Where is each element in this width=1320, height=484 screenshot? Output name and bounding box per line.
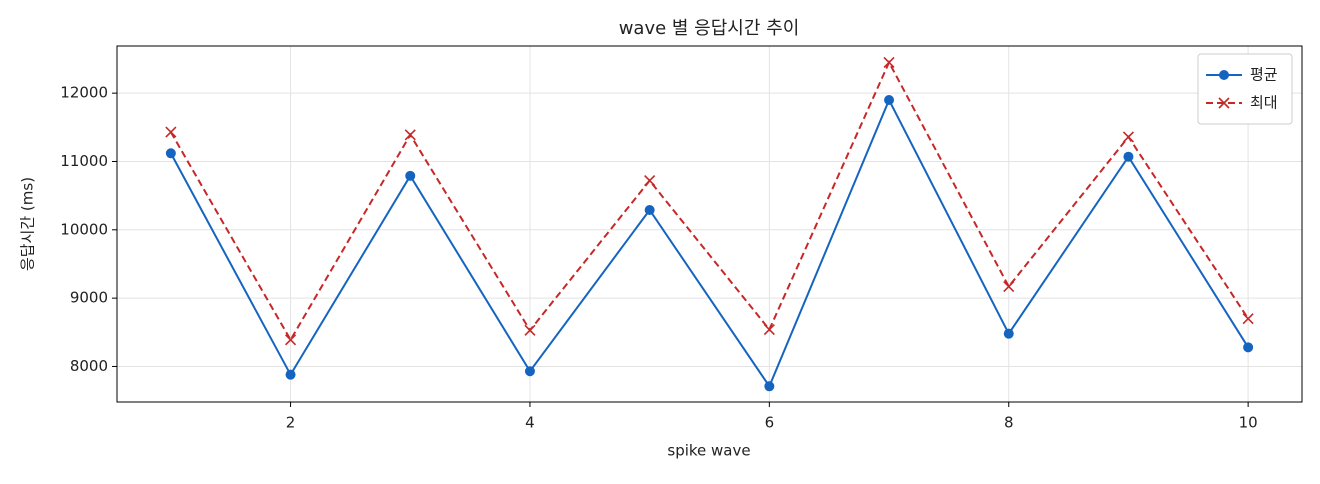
x-tick-label: 8 xyxy=(1004,414,1014,432)
legend-label: 최대 xyxy=(1250,94,1278,112)
marker xyxy=(764,381,775,392)
legend-marker xyxy=(1219,70,1229,80)
y-tick-label: 12000 xyxy=(60,84,108,102)
marker xyxy=(1123,151,1134,162)
marker xyxy=(884,94,895,105)
y-tick-label: 11000 xyxy=(60,152,108,170)
marker xyxy=(1003,328,1014,339)
marker xyxy=(165,148,176,159)
legend-box xyxy=(1197,53,1293,125)
marker xyxy=(405,170,416,181)
y-tick-label: 8000 xyxy=(70,357,108,375)
marker xyxy=(165,126,177,138)
x-axis-label: spike wave xyxy=(667,442,750,460)
marker xyxy=(1242,313,1254,325)
series-line xyxy=(169,97,1249,389)
x-tick-label: 10 xyxy=(1239,414,1258,432)
y-axis-label: 응답시간 (ms) xyxy=(19,177,37,271)
x-tick-label: 2 xyxy=(286,414,296,432)
marker xyxy=(284,334,297,346)
marker xyxy=(644,204,655,215)
x-tick-label: 4 xyxy=(525,414,535,432)
legend-label: 평균 xyxy=(1250,66,1278,84)
marker xyxy=(763,324,775,336)
marker xyxy=(285,369,296,380)
marker xyxy=(883,56,895,68)
marker xyxy=(1003,280,1015,293)
marker xyxy=(524,324,536,336)
marker xyxy=(524,366,535,377)
marker xyxy=(1122,131,1135,143)
series-line xyxy=(169,60,1249,342)
plot-frame xyxy=(116,45,1303,403)
y-tick-label: 10000 xyxy=(60,220,108,238)
x-tick-label: 6 xyxy=(765,414,775,432)
y-tick-label: 9000 xyxy=(70,289,108,307)
marker xyxy=(1243,342,1254,353)
legend-marker xyxy=(1218,97,1230,109)
marker xyxy=(644,175,656,187)
marker xyxy=(404,129,416,141)
chart-title: wave 별 응답시간 추이 xyxy=(619,18,800,39)
